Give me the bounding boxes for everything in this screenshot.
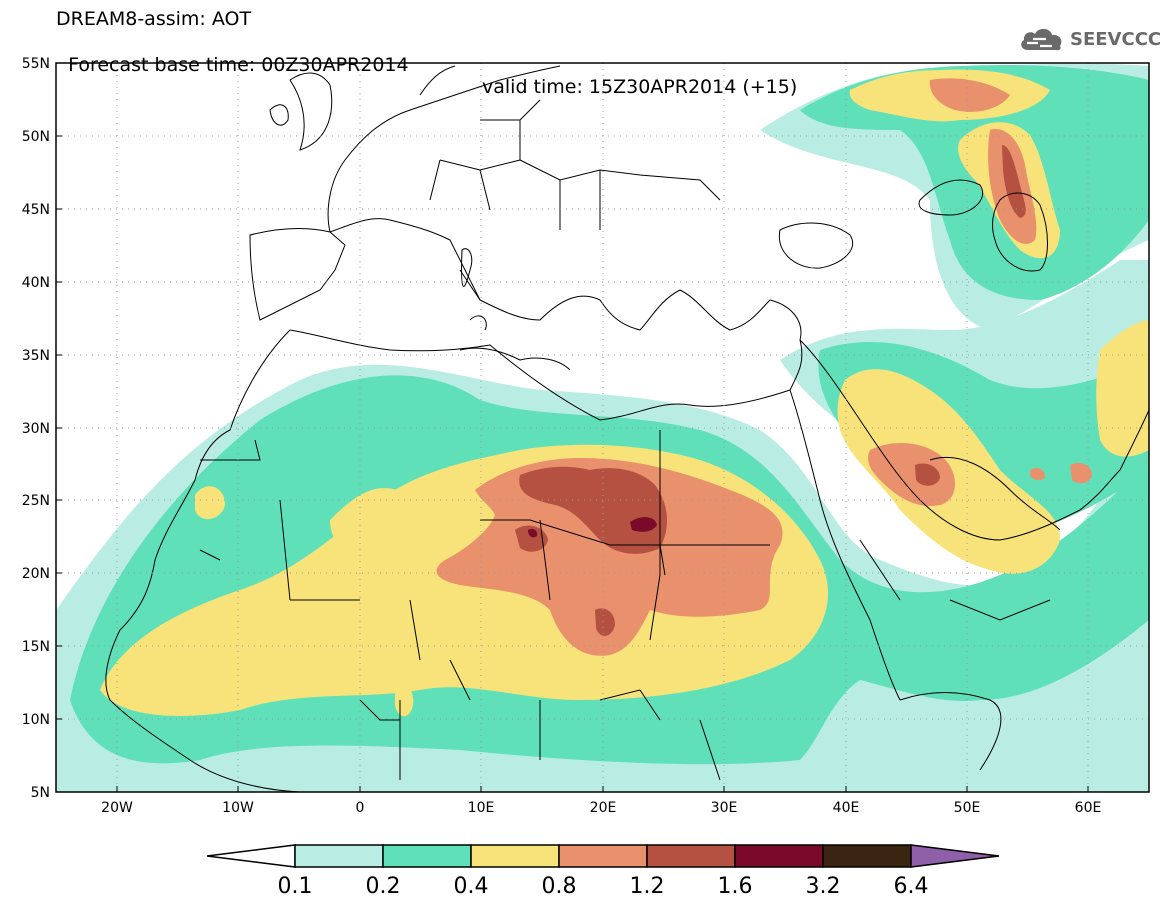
lon-label-10w: 10W: [222, 800, 254, 816]
colorbar-swatch-0.4: [470, 844, 560, 868]
colorbar-label-0.4: 0.4: [454, 874, 489, 899]
cloud-icon: [1021, 28, 1062, 51]
colorbar-label-6.4: 6.4: [894, 874, 929, 899]
colorbar-label-0.2: 0.2: [366, 874, 401, 899]
seevccc-logo: SEEVCCC: [1018, 22, 1161, 56]
longitude-labels: 20W 10W 0 10E 20E 30E 40E 50E 60E: [101, 800, 1101, 816]
colorbar-low-arrow: [206, 844, 296, 868]
colorbar-swatch-3.2: [822, 844, 912, 868]
lon-label-30e: 30E: [711, 800, 738, 816]
latitude-labels: 55N 50N 45N 40N 35N 30N 25N 20N 15N 10N …: [22, 56, 50, 801]
lon-label-50e: 50E: [954, 800, 981, 816]
colorbar-label-0.8: 0.8: [542, 874, 577, 899]
map-title: DREAM8-assim: AOT: [56, 8, 252, 30]
lat-label-50n: 50N: [22, 129, 50, 145]
colorbar-labels: 0.1 0.2 0.4 0.8 1.2 1.6 3.2 6.4: [278, 874, 929, 899]
aot-field-layer: [56, 63, 1149, 792]
forecast-base-time: Forecast base time: 00Z30APR2014: [68, 54, 409, 76]
colorbar: [206, 844, 1000, 868]
lat-label-55n: 55N: [22, 56, 50, 72]
lat-label-45n: 45N: [22, 202, 50, 218]
forecast-time-line: Forecast base time: 00Z30APR2014 valid t…: [56, 32, 797, 98]
lon-label-20w: 20W: [101, 800, 133, 816]
lat-label-15n: 15N: [22, 639, 50, 655]
valid-time: valid time: 15Z30APR2014 (+15): [482, 76, 798, 98]
colorbar-high-arrow: [910, 844, 1000, 868]
lon-label-10e: 10E: [468, 800, 495, 816]
colorbar-swatch-0.8: [558, 844, 648, 868]
lat-label-10n: 10N: [22, 712, 50, 728]
colorbar-swatch-1.2: [646, 844, 736, 868]
logo-text: SEEVCCC: [1070, 28, 1162, 50]
lon-label-40e: 40E: [833, 800, 860, 816]
aot-band-1.2: [515, 145, 1026, 636]
colorbar-label-1.6: 1.6: [718, 874, 753, 899]
axis-ticks: [56, 62, 1089, 793]
aot-band-1.6: [528, 517, 657, 538]
map-gridlines: [56, 63, 1149, 792]
lon-label-0: 0: [356, 800, 365, 816]
lat-label-30n: 30N: [22, 421, 50, 437]
colorbar-label-0.1: 0.1: [278, 874, 313, 899]
colorbar-label-3.2: 3.2: [806, 874, 841, 899]
lat-label-35n: 35N: [22, 348, 50, 364]
colorbar-swatch-0.1: [294, 844, 384, 868]
lat-label-5n: 5N: [31, 785, 50, 801]
lat-label-40n: 40N: [22, 275, 50, 291]
lat-label-25n: 25N: [22, 493, 50, 509]
coastlines: [105, 65, 1149, 792]
colorbar-swatch-1.6: [734, 844, 824, 868]
colorbar-label-1.2: 1.2: [630, 874, 665, 899]
lon-label-20e: 20E: [590, 800, 617, 816]
colorbar-swatch-0.2: [382, 844, 472, 868]
lon-label-60e: 60E: [1075, 800, 1102, 816]
lat-label-20n: 20N: [22, 566, 50, 582]
